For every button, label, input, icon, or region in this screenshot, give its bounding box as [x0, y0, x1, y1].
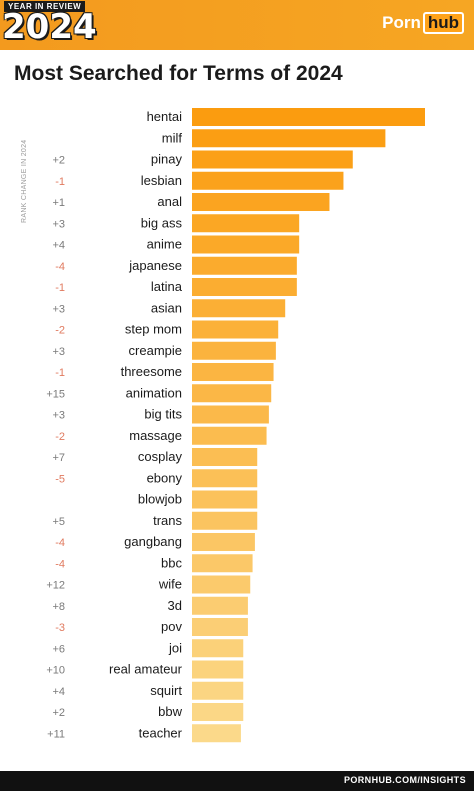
category-label: big ass	[141, 215, 183, 230]
category-label: animation	[126, 385, 182, 400]
bar-pov	[192, 618, 248, 636]
category-label: lesbian	[141, 173, 182, 188]
site-logo[interactable]: Porn hub	[382, 12, 464, 34]
rank-change-label: +4	[52, 686, 65, 698]
rank-change-label: +8	[52, 601, 65, 613]
category-label: japanese	[128, 258, 182, 273]
category-label: hentai	[147, 109, 183, 124]
rank-change-label: +15	[46, 388, 65, 400]
bar-blowjob	[192, 490, 258, 509]
bar-anime	[192, 235, 300, 254]
category-label: blowjob	[138, 492, 182, 507]
rank-change-label: -4	[55, 558, 65, 570]
footer-url[interactable]: PORNHUB.COM/INSIGHTS	[343, 775, 466, 785]
rank-change-label: -1	[55, 176, 65, 188]
bar-animation	[192, 384, 272, 403]
category-label: pov	[161, 619, 182, 634]
category-label: bbw	[158, 704, 182, 719]
bar-step-mom	[192, 320, 279, 339]
bar-3d	[192, 596, 248, 615]
chart-title: Most Searched for Terms of 2024	[14, 62, 343, 85]
bar-ebony	[192, 469, 258, 488]
bar-bbc	[192, 554, 253, 573]
rank-change-label: +2	[52, 707, 65, 719]
rank-change-label: +1	[52, 197, 65, 209]
category-label: gangbang	[124, 534, 182, 549]
bar-milf	[192, 129, 386, 148]
bar-big-tits	[192, 405, 269, 424]
category-label: squirt	[150, 683, 182, 698]
category-label: joi	[168, 640, 182, 655]
category-label: ebony	[147, 470, 183, 485]
header-banner: YEAR IN REVIEW 2024 Porn hub	[0, 0, 474, 50]
year-logo: 2024	[2, 7, 97, 47]
bar-pinay	[192, 150, 353, 169]
rank-change-label: +7	[52, 452, 65, 464]
rank-change-label: +4	[52, 240, 65, 252]
bar-threesome	[192, 363, 274, 381]
bar-big-ass	[192, 214, 300, 233]
bar-cosplay	[192, 448, 258, 466]
bar-bbw	[192, 703, 244, 721]
bar-squirt	[192, 681, 244, 700]
bar-joi	[192, 639, 244, 658]
rank-change-label: +2	[52, 155, 65, 167]
rank-change-label: +11	[47, 728, 65, 740]
rank-change-label: +6	[52, 643, 65, 655]
bar-anal	[192, 193, 330, 211]
logo-text-part1: Porn	[382, 13, 421, 32]
rank-change-label: +3	[52, 410, 65, 422]
rank-change-label: +5	[52, 516, 65, 528]
bar-trans	[192, 511, 258, 530]
category-label: teacher	[139, 725, 183, 740]
bar-gangbang	[192, 533, 255, 551]
category-label: anime	[147, 237, 182, 252]
category-label: real amateur	[109, 662, 183, 677]
rank-change-label: -3	[55, 622, 65, 634]
rank-change-label: -1	[55, 282, 65, 294]
rank-change-label: +12	[46, 580, 65, 592]
category-label: 3d	[168, 598, 182, 613]
bar-wife	[192, 575, 251, 594]
rank-change-label: +3	[52, 303, 65, 315]
bar-massage	[192, 426, 267, 445]
category-label: wife	[158, 577, 182, 592]
category-label: latina	[151, 279, 183, 294]
rank-change-label: -5	[55, 473, 65, 485]
category-label: milf	[162, 130, 183, 145]
category-label: anal	[157, 194, 182, 209]
bar-latina	[192, 278, 297, 296]
rank-change-label: -2	[55, 325, 65, 337]
rank-change-label: +10	[46, 665, 65, 677]
footer-bar: PORNHUB.COM/INSIGHTS	[0, 771, 474, 791]
bar-asian	[192, 299, 286, 318]
category-label: creampie	[129, 343, 182, 358]
bar-creampie	[192, 341, 276, 360]
category-label: pinay	[151, 152, 183, 167]
bar-japanese	[192, 256, 297, 275]
rank-change-label: -4	[55, 261, 65, 273]
logo-text-part2: hub	[422, 12, 464, 34]
category-label: trans	[153, 513, 182, 528]
bar-hentai	[192, 108, 425, 126]
rank-change-label: -2	[55, 431, 65, 443]
bar-teacher	[192, 724, 241, 743]
year-in-review-label: YEAR IN REVIEW	[4, 1, 86, 12]
bar-real-amateur	[192, 660, 244, 679]
rank-change-label: +3	[52, 218, 65, 230]
bar-lesbian	[192, 171, 344, 190]
category-label: bbc	[161, 555, 182, 570]
rank-change-label: -4	[55, 537, 65, 549]
category-label: massage	[129, 428, 182, 443]
category-label: big tits	[144, 407, 182, 422]
rank-change-label: -1	[55, 367, 65, 379]
category-label: asian	[151, 300, 182, 315]
category-label: threesome	[121, 364, 182, 379]
rank-change-label: +3	[52, 346, 65, 358]
category-label: cosplay	[138, 449, 183, 464]
category-label: step mom	[125, 322, 182, 337]
